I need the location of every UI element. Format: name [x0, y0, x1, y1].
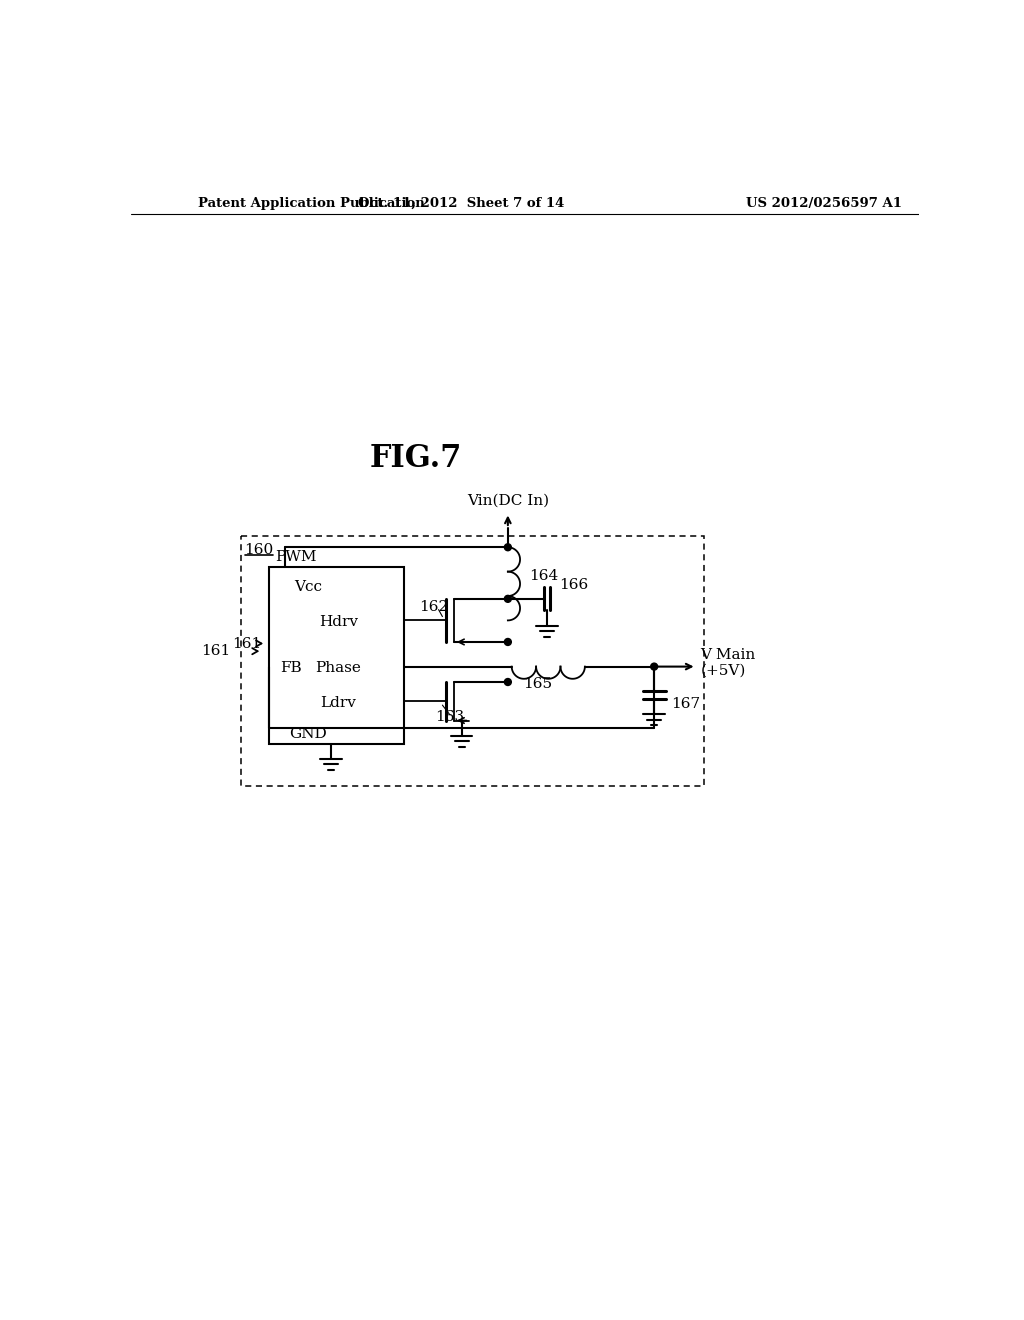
Text: 166: 166	[559, 578, 589, 591]
Text: Hdrv: Hdrv	[318, 615, 358, 628]
Text: PWM: PWM	[275, 550, 316, 564]
Text: Patent Application Publication: Patent Application Publication	[199, 197, 425, 210]
Text: GND: GND	[289, 726, 327, 741]
Text: Vcc: Vcc	[294, 581, 322, 594]
Circle shape	[505, 678, 511, 685]
Text: 164: 164	[529, 569, 559, 583]
Text: FB: FB	[280, 661, 301, 675]
Text: 160: 160	[245, 543, 273, 557]
Text: 163: 163	[435, 710, 464, 723]
Circle shape	[650, 663, 657, 671]
Text: V Main
(+5V): V Main (+5V)	[700, 648, 756, 678]
Text: Oct. 11, 2012  Sheet 7 of 14: Oct. 11, 2012 Sheet 7 of 14	[358, 197, 565, 210]
Text: 165: 165	[523, 677, 552, 690]
Text: 161: 161	[202, 644, 230, 659]
Text: 161: 161	[232, 636, 261, 651]
Circle shape	[505, 544, 511, 550]
Text: US 2012/0256597 A1: US 2012/0256597 A1	[745, 197, 901, 210]
Circle shape	[505, 595, 511, 602]
Text: Vin(DC In): Vin(DC In)	[467, 494, 549, 508]
Text: 167: 167	[671, 697, 700, 710]
Bar	[269, 566, 403, 743]
Circle shape	[505, 639, 511, 645]
Text: 162: 162	[419, 599, 449, 614]
Bar	[241, 536, 705, 785]
Text: Ldrv: Ldrv	[321, 696, 356, 710]
Text: Phase: Phase	[315, 661, 361, 675]
Text: FIG.7: FIG.7	[370, 444, 462, 474]
